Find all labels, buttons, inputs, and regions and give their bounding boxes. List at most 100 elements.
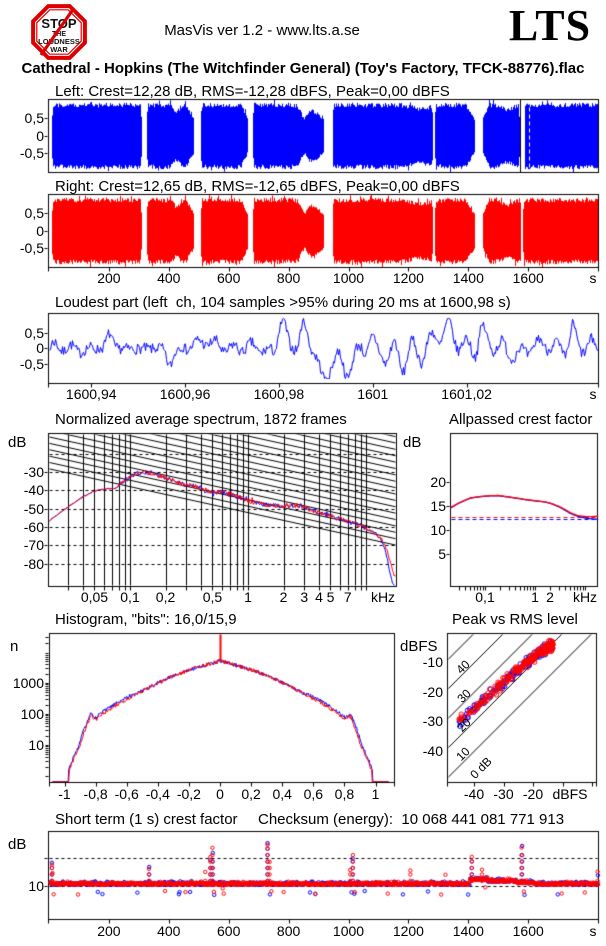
db-tick-label: -40: [23, 482, 44, 499]
lts-logo: LTS: [508, 1, 592, 50]
peak-vs-rms-ylabel: dBFS: [400, 638, 438, 655]
amp-tick-label: 0,5: [24, 205, 44, 221]
db-tick-label: 15: [430, 498, 446, 514]
time-tick-label: 400: [157, 923, 181, 939]
time-tick-label: 400: [157, 270, 181, 286]
sample-value-tick-label: 0,8: [334, 786, 355, 802]
time-tick-label: 1400: [452, 270, 484, 286]
time-tick-label: 800: [276, 923, 301, 939]
freq-tick-label: 0,1: [475, 589, 495, 605]
sample-value-tick-label: -0,4: [145, 786, 170, 802]
spectrum-chart: [36, 421, 409, 599]
freq-tick-label: 1: [531, 589, 539, 605]
db-tick-label: -30: [23, 464, 44, 480]
freq-axis-unit: kHz: [370, 589, 396, 605]
stop-sign-inner-ring: [36, 9, 82, 55]
dbfs-tick-label: -40: [422, 742, 443, 759]
loudest-tick-label: 1600,98: [253, 386, 305, 402]
sample-value-tick-label: -1: [58, 786, 71, 802]
time-tick-label: 200: [97, 923, 121, 939]
time-tick-label: 1400: [452, 923, 484, 939]
time-axis-unit: s: [589, 270, 597, 286]
spectrum-ylabel: dB: [8, 434, 27, 451]
count-tick-label: 100: [20, 706, 44, 722]
time-axis-unit: s: [589, 923, 597, 939]
waveform-right-chart: [36, 182, 606, 280]
amp-tick-label: 0: [36, 340, 44, 356]
sample-value-tick-label: 0,4: [272, 786, 292, 802]
amp-tick-label: -0,5: [19, 355, 44, 372]
loudest-tick-label: 1601,02: [441, 386, 492, 402]
time-tick-label: 1200: [392, 270, 424, 286]
logo-text-stop: STOP: [41, 16, 76, 31]
freq-tick-label: 0,5: [202, 589, 223, 605]
time-tick-label: 600: [217, 270, 241, 286]
app-version: MasVis ver 1.2 - www.lts.a.se: [164, 22, 360, 39]
count-tick-label: 1000: [12, 675, 44, 691]
time-tick-label: 1000: [332, 923, 365, 939]
time-tick-label: 800: [276, 270, 301, 286]
amp-tick-label: 0: [36, 127, 44, 144]
time-tick-label: 1000: [332, 270, 365, 286]
allpassed-crest-chart: [438, 421, 606, 599]
amp-tick-label: 0,5: [24, 324, 44, 341]
dbfs-tick-label: -40: [463, 786, 485, 802]
db-tick-label: 5: [438, 546, 446, 562]
sample-value-tick-label: -0,2: [176, 786, 201, 802]
freq-tick-label: 3: [300, 589, 309, 605]
sample-value-tick-label: 0,2: [241, 786, 261, 802]
dbfs-tick-label: -30: [422, 713, 443, 729]
loudest-tick-label: 1601: [357, 386, 389, 402]
logo-text-the: THE: [52, 31, 66, 38]
db-tick-label: 10: [430, 522, 446, 538]
db-tick-label: -70: [23, 537, 44, 554]
amp-tick-label: 0: [36, 222, 44, 239]
db-tick-label: 10: [28, 878, 44, 894]
loudest-axis-unit: s: [589, 386, 597, 402]
loudness-war-logo: STOP THE LOUDNESS WAR: [31, 4, 87, 60]
sample-value-tick-label: 0: [216, 786, 224, 802]
time-tick-label: 1600: [512, 923, 544, 939]
freq-tick-label: 7: [343, 589, 352, 605]
amp-tick-label: -0,5: [19, 145, 44, 161]
waveform-left-chart: [36, 87, 606, 185]
sample-value-tick-label: -0,8: [83, 786, 108, 802]
histogram-chart: [37, 621, 407, 795]
logo-text-loudness: LOUDNESS: [38, 37, 80, 46]
dbfs-tick-label: -30: [493, 786, 514, 802]
time-tick-label: 200: [97, 270, 121, 286]
sample-value-tick-label: 0,6: [303, 786, 324, 802]
dbfs-tick-label: -20: [522, 786, 544, 802]
count-tick-label: 10: [28, 737, 44, 753]
amp-tick-label: 0,5: [24, 110, 44, 126]
loudest-tick-label: 1600,94: [65, 386, 117, 402]
logo-text-war: WAR: [50, 45, 68, 54]
histogram-ylabel: n: [10, 638, 19, 655]
db-tick-label: -80: [23, 555, 44, 572]
freq-tick-label: 5: [326, 589, 335, 605]
dbfs-axis-unit: dBFS: [552, 786, 588, 802]
freq-axis-unit: kHz: [572, 589, 598, 605]
freq-tick-label: 2: [279, 589, 288, 605]
peak-vs-rms-chart: [435, 621, 606, 795]
db-tick-label: -60: [23, 518, 44, 535]
freq-tick-label: 0,05: [80, 589, 109, 605]
time-tick-label: 600: [217, 923, 241, 939]
freq-tick-label: 0,1: [120, 589, 140, 605]
freq-tick-label: 1: [244, 589, 252, 605]
sample-value-tick-label: 1: [371, 786, 380, 802]
prohibition-slash-icon: [39, 7, 76, 56]
dbfs-tick-label: -10: [422, 654, 443, 670]
loudest-part-chart: [36, 301, 606, 396]
freq-tick-label: 2: [546, 589, 554, 605]
freq-tick-label: 0,2: [155, 589, 176, 605]
loudest-tick-label: 1600,96: [159, 386, 211, 402]
time-tick-label: 1600: [512, 270, 544, 286]
time-tick-label: 1200: [392, 923, 424, 939]
db-tick-label: -50: [23, 500, 44, 517]
shortterm-crest-chart: [36, 819, 606, 932]
amp-tick-label: -0,5: [19, 240, 44, 256]
db-tick-label: 20: [430, 474, 446, 490]
freq-tick-label: 4: [315, 589, 323, 605]
